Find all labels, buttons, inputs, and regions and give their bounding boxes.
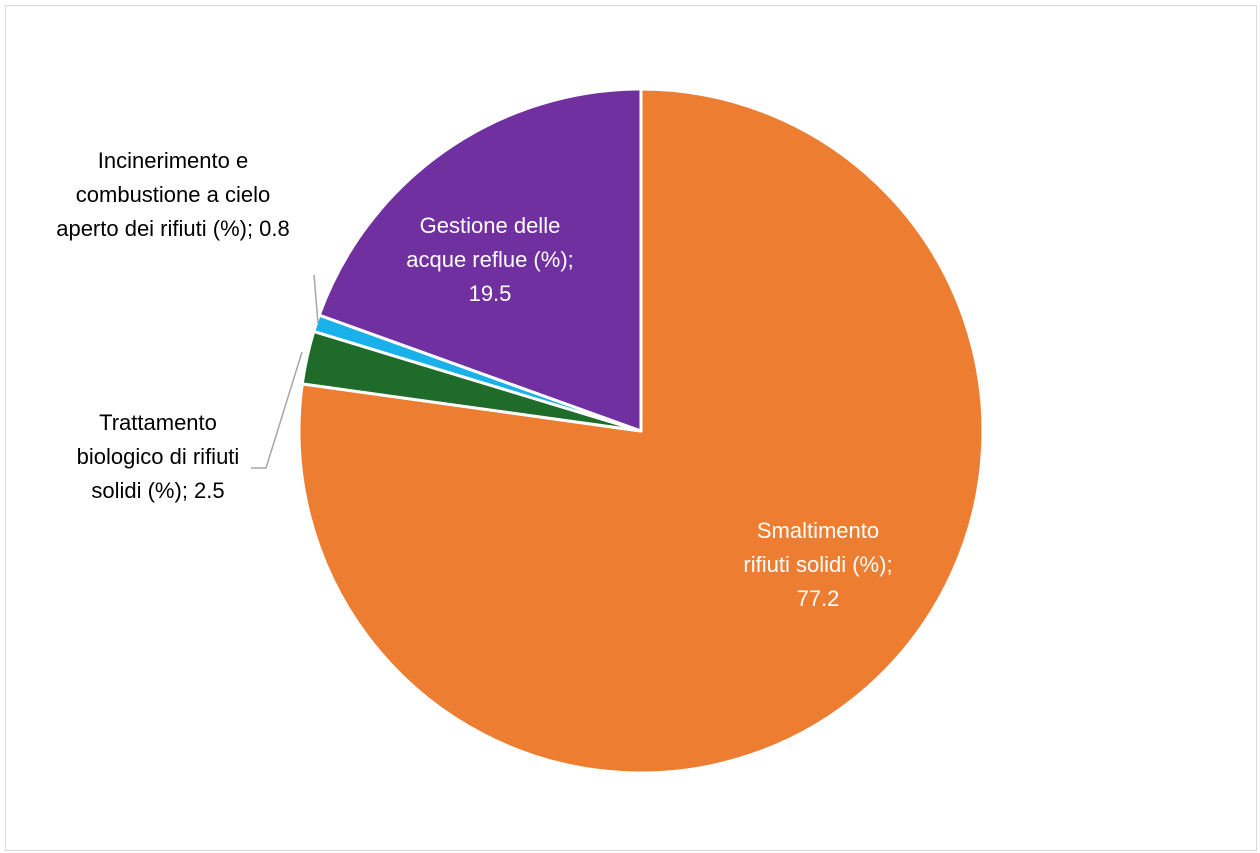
data-label-2-line-0: Incinerimento e [98, 148, 248, 173]
data-label-0-line-0: Smaltimento [757, 518, 879, 543]
data-label-3: Gestione delle acque reflue (%); 19.5 [406, 213, 574, 306]
pie-slice-0 [297, 87, 985, 775]
leader-lines [251, 274, 319, 469]
data-label-3-line-0: Gestione delle [420, 213, 561, 238]
data-label-1-line-2: solidi (%); 2.5 [91, 478, 224, 503]
data-labels: Smaltimento rifiuti solidi (%); 77.2 Tratta… [56, 148, 892, 611]
data-label-1-line-1: biologico di rifiuti [77, 444, 240, 469]
leader-line-1 [251, 351, 303, 469]
data-label-1: Trattamento biologico di rifiuti solidi (%… [77, 410, 240, 503]
pie-slices [297, 87, 985, 775]
data-label-2: Incinerimento e combustione a cielo aperto… [56, 148, 290, 241]
data-label-2-line-1: combustione a cielo [76, 182, 270, 207]
pie-slice-3 [317, 87, 643, 433]
data-label-3-line-2: 19.5 [469, 281, 512, 306]
data-label-1-line-0: Trattamento [99, 410, 217, 435]
data-label-2-line-2: aperto dei rifiuti (%); 0.8 [56, 216, 290, 241]
data-label-0: Smaltimento rifiuti solidi (%); 77.2 [743, 518, 892, 611]
leader-line-2 [313, 274, 319, 324]
data-label-3-line-1: acque reflue (%); [406, 247, 574, 272]
data-label-0-line-2: 77.2 [797, 586, 840, 611]
data-label-0-line-1: rifiuti solidi (%); [743, 552, 892, 577]
